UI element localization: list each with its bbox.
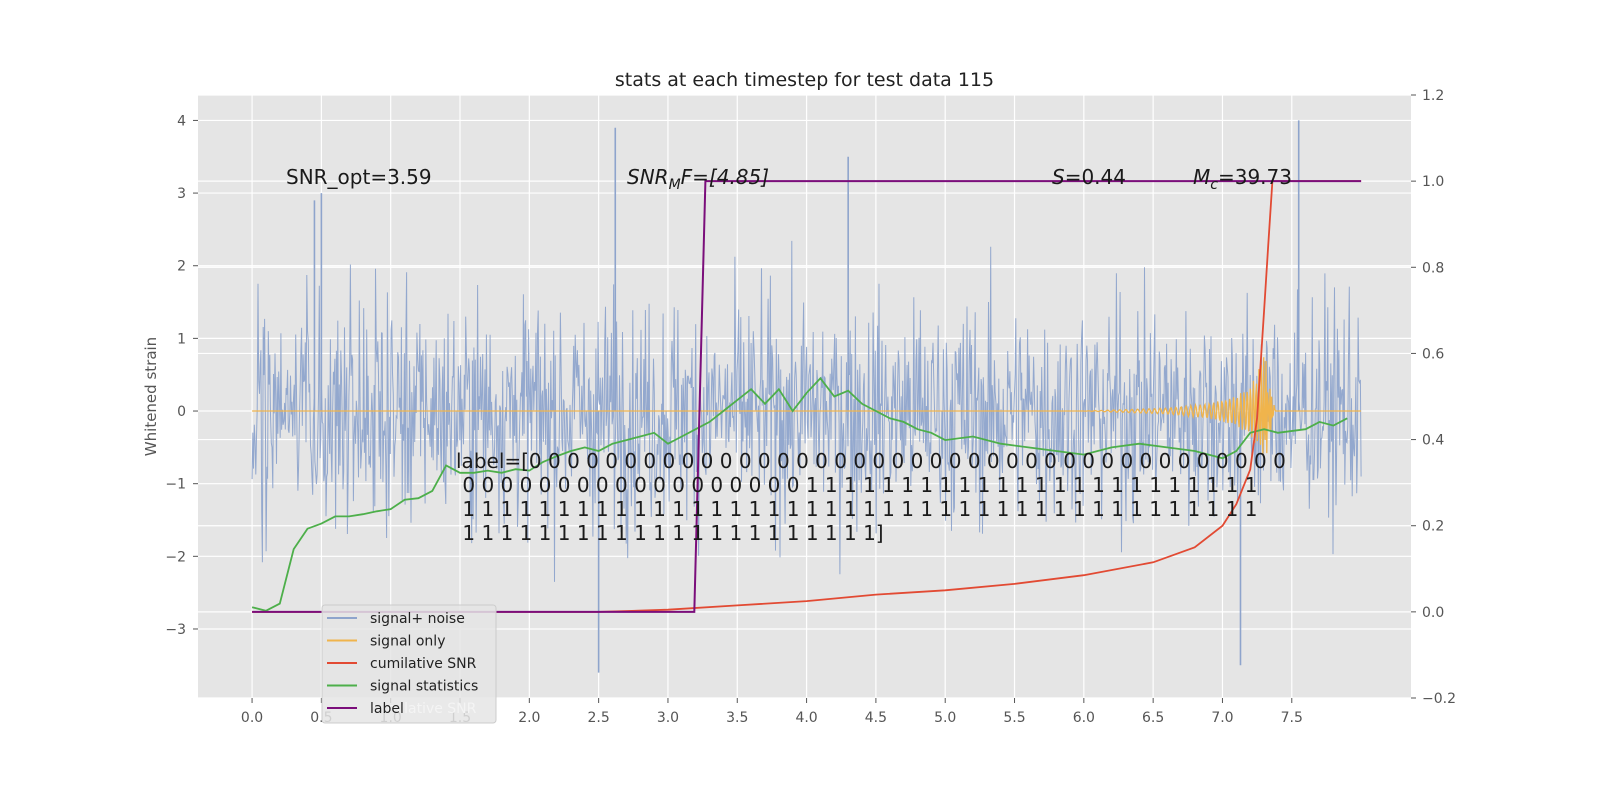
annotation-snr-mf-sub: M (669, 177, 681, 193)
y2-tick-label: 1.0 (1422, 174, 1444, 190)
axis-ticks: 0.00.51.01.52.02.53.03.54.04.55.05.56.06… (165, 88, 1456, 726)
x-tick-label: 6.0 (1073, 710, 1095, 726)
y-tick-label: 2 (177, 259, 186, 275)
x-tick-label: 5.0 (934, 710, 956, 726)
annotation-s-value: =0.44 (1065, 165, 1126, 189)
label-array-line-4: 1 1 1 1 1 1 1 1 1 1 1 1 1 1 1 1 1 1 1 1 … (456, 521, 884, 545)
x-tick-label: 4.5 (865, 710, 887, 726)
y2-tick-label: 0.2 (1422, 519, 1444, 535)
y-tick-label: 3 (177, 186, 186, 202)
noise-trace (251, 120, 1362, 673)
x-tick-label: 5.5 (1003, 710, 1025, 726)
y-tick-label: 1 (177, 331, 186, 347)
legend-items: signal+ noise signal only cumilative SNR si… (327, 611, 478, 717)
legend-label: signal only (370, 634, 445, 650)
label-array-line-1: label=[0 0 0 0 0 0 0 0 0 0 0 0 0 0 0 0 0… (456, 449, 1286, 473)
x-tick-label: 6.5 (1142, 710, 1164, 726)
x-tick-label: 2.0 (518, 710, 540, 726)
y2-tick-label: 0.0 (1422, 605, 1444, 621)
y2-tick-label: 0.4 (1422, 433, 1444, 449)
y-tick-label: −1 (165, 477, 186, 493)
statistics-line (251, 376, 1348, 612)
annotation-s: S=0.44 (1052, 165, 1126, 189)
x-tick-label: 3.5 (726, 710, 748, 726)
y-tick-label: −2 (165, 549, 186, 565)
y-axis-label: Whitened strain (142, 337, 160, 456)
x-tick-label: 3.0 (657, 710, 679, 726)
legend-label: cumilative SNR (370, 656, 477, 672)
annotation-snr-mf-main: SNR (627, 165, 669, 189)
annotation-mc-sub: c (1210, 177, 1218, 193)
label-array-line-3: 1 1 1 1 1 1 1 1 1 1 1 1 1 1 1 1 1 1 1 1 … (456, 497, 1257, 521)
annotation-mc: Mc=39.73 (1193, 165, 1292, 193)
legend-label: signal+ noise (370, 611, 465, 627)
legend-box (321, 604, 497, 724)
annotation-mc-main: M (1193, 165, 1210, 189)
y-tick-label: −3 (165, 622, 186, 638)
legend-label: signal statistics (370, 679, 478, 695)
noise-series-line (251, 240, 1362, 582)
x-tick-label: 7.0 (1211, 710, 1233, 726)
x-tick-label: 0.0 (241, 710, 263, 726)
annotation-mc-value: =39.73 (1218, 165, 1292, 189)
y2-tick-label: −0.2 (1422, 691, 1456, 707)
label-array-line-2: 0 0 0 0 0 0 0 0 0 0 0 0 0 0 0 0 0 0 1 1 … (456, 473, 1257, 497)
x-tick-label: 4.0 (795, 710, 817, 726)
annotation-label-array: label=[0 0 0 0 0 0 0 0 0 0 0 0 0 0 0 0 0… (456, 449, 1286, 545)
legend: cumilative SNR signal+ noise signal only c… (321, 604, 497, 724)
annotation-snr-mf-rest: F=[4.85] (681, 165, 769, 189)
y2-tick-label: 0.6 (1422, 346, 1444, 362)
cumulative-snr-series-line (252, 180, 1362, 613)
y-tick-label: 4 (177, 113, 186, 129)
statistics-series-line (251, 376, 1348, 612)
x-tick-label: 7.5 (1281, 710, 1303, 726)
signal-series-line (252, 357, 1362, 455)
annotation-s-var: S (1052, 165, 1065, 189)
y2-tick-label: 0.8 (1422, 260, 1444, 276)
legend-label: label (370, 701, 404, 717)
y2-tick-label: 1.2 (1422, 88, 1444, 104)
legend-ghost-text: cumilative SNR (370, 701, 477, 717)
annotation-snr-mf: SNRMF=[4.85] (627, 165, 769, 193)
signal-trace (252, 357, 1362, 455)
y-tick-label: 0 (177, 404, 186, 420)
chart-title: stats at each timestep for test data 115 (615, 69, 994, 91)
x-tick-label: 2.5 (588, 710, 610, 726)
annotation-snr-opt: SNR_opt=3.59 (286, 165, 432, 189)
cumulative-snr-line (252, 180, 1362, 613)
